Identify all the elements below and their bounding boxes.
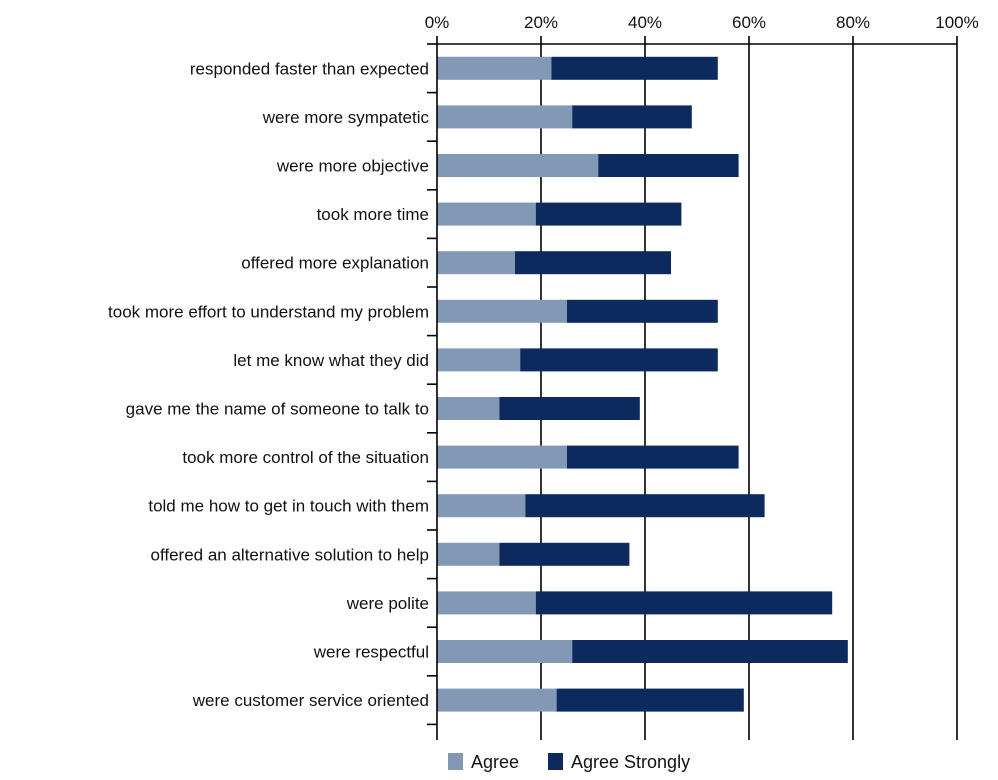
x-tick-labels: 0% 20% 40% 60% 80% 100%: [425, 13, 979, 32]
legend-swatch-agree: [448, 753, 463, 770]
bar-agree-strongly: [556, 688, 744, 712]
axes: [427, 36, 958, 740]
category-label: took more effort to understand my proble…: [108, 302, 429, 321]
category-label: gave me the name of someone to talk to: [126, 400, 429, 419]
bar-agree: [437, 688, 557, 712]
category-label: were polite: [346, 594, 429, 613]
category-label: took more time: [317, 205, 429, 224]
bar-agree: [437, 445, 567, 469]
bar-agree: [437, 591, 536, 615]
bar-agree: [437, 299, 567, 323]
bar-agree-strongly: [525, 494, 765, 518]
bar-agree-strongly: [520, 348, 718, 372]
bar-agree: [437, 542, 500, 566]
category-labels: responded faster than expected were more …: [108, 59, 429, 710]
category-label: were more sympatetic: [262, 108, 430, 127]
bar-agree: [437, 202, 536, 226]
category-label: offered an alternative solution to help: [151, 545, 430, 564]
bar-agree-strongly: [572, 105, 692, 129]
category-label: told me how to get in touch with them: [148, 497, 429, 516]
gridlines: [540, 44, 958, 740]
legend-swatch-agree-strongly: [548, 753, 563, 770]
bar-agree: [437, 56, 552, 80]
bar-agree-strongly: [551, 56, 718, 80]
bar-agree-strongly: [515, 251, 671, 275]
category-label: offered more explanation: [241, 254, 429, 273]
bar-agree: [437, 348, 521, 372]
bar-agree: [437, 251, 515, 275]
category-label: were respectful: [313, 643, 429, 662]
bar-agree-strongly: [598, 154, 739, 177]
x-tick-label: 100%: [935, 13, 978, 32]
bars: [437, 56, 848, 712]
category-label: were more objective: [276, 157, 429, 176]
bar-agree-strongly: [499, 542, 630, 566]
bar-agree: [437, 640, 573, 663]
category-label: responded faster than expected: [190, 59, 429, 78]
x-tick-label: 80%: [836, 13, 870, 32]
legend-label: Agree Strongly: [571, 752, 690, 772]
bar-agree-strongly: [567, 445, 739, 469]
category-label: were customer service oriented: [192, 691, 429, 710]
bar-agree-strongly: [535, 202, 682, 226]
category-label: let me know what they did: [233, 351, 429, 370]
bar-agree-strongly: [499, 397, 640, 420]
bar-agree-strongly: [567, 299, 718, 323]
bar-agree: [437, 397, 500, 420]
x-tick-label: 40%: [628, 13, 662, 32]
bar-agree: [437, 105, 573, 129]
bar-agree-strongly: [535, 591, 833, 615]
x-tick-label: 20%: [524, 13, 558, 32]
x-tick-label: 60%: [732, 13, 766, 32]
x-tick-label: 0%: [425, 13, 450, 32]
legend-label: Agree: [471, 752, 519, 772]
bar-agree: [437, 494, 526, 518]
category-label: took more control of the situation: [182, 448, 429, 467]
legend: Agree Agree Strongly: [448, 752, 690, 772]
bar-agree: [437, 154, 599, 177]
bar-agree-strongly: [572, 640, 848, 663]
